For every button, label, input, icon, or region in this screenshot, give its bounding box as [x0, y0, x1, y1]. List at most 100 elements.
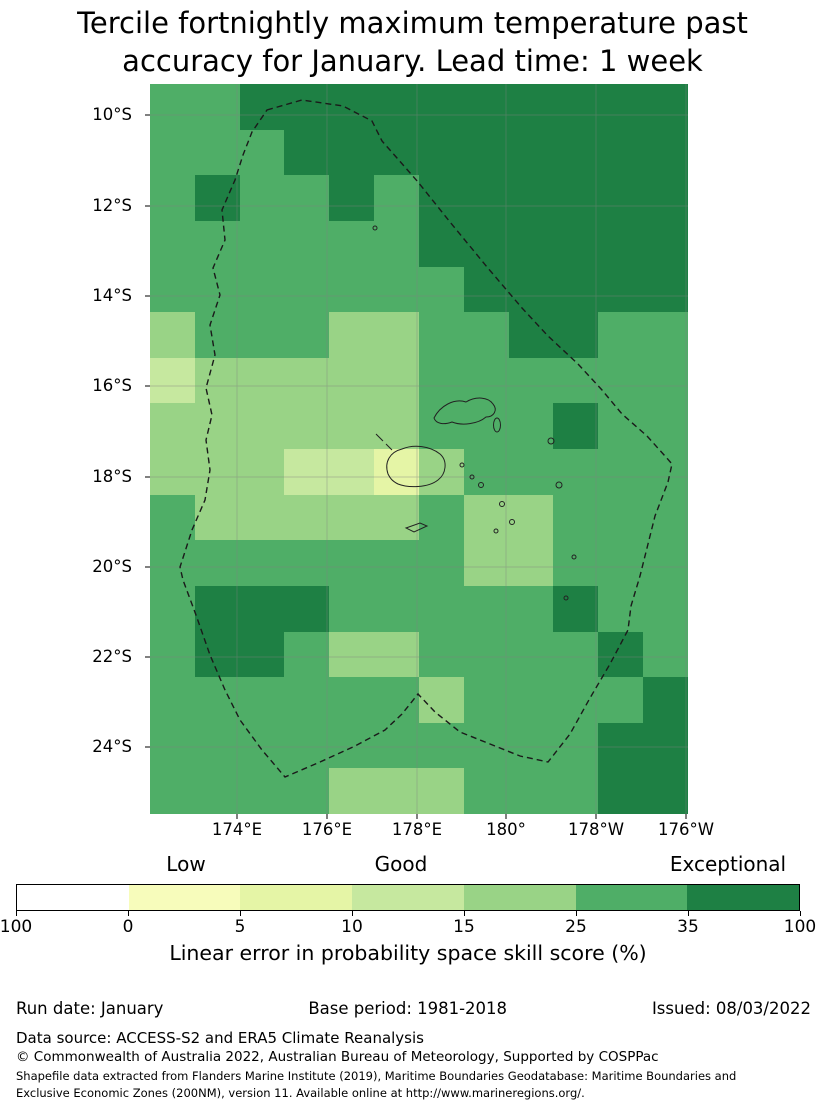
colorbar-segment	[240, 885, 353, 910]
map-cell	[239, 175, 285, 221]
map-cell	[194, 585, 240, 632]
map-cell	[598, 494, 644, 541]
lon-tick-label: 174°E	[211, 820, 263, 839]
map-cell	[284, 631, 330, 678]
map-cell	[150, 768, 195, 814]
yasawa-islands	[375, 433, 393, 451]
map-cell	[463, 540, 509, 586]
lon-tick-label: 180°	[486, 820, 526, 839]
map-cell	[284, 175, 330, 221]
map-cell	[374, 540, 419, 586]
map-cell	[508, 84, 554, 130]
map-cell	[508, 129, 554, 176]
shapefile-attribution: Shapefile data extracted from Flanders M…	[16, 1068, 736, 1101]
map-cell	[463, 677, 509, 723]
map-cell	[150, 357, 195, 404]
map-cell	[553, 494, 599, 541]
map-cell	[329, 768, 375, 814]
taveuni-island	[493, 417, 501, 433]
shapefile-attribution-line1: Shapefile data extracted from Flanders M…	[16, 1069, 737, 1083]
map-cell	[643, 494, 688, 541]
lat-tick-label: 20°S	[92, 557, 132, 576]
data-source-text: Data source: ACCESS-S2 and ERA5 Climate …	[16, 1029, 424, 1047]
map-cell	[374, 585, 419, 632]
lau-island	[555, 481, 563, 489]
map-cell	[329, 403, 375, 449]
map-cell	[508, 312, 554, 358]
map-cell	[194, 175, 240, 221]
map-cell	[418, 768, 464, 814]
map-cell	[374, 266, 419, 313]
footer-row: Run date: January Base period: 1981-2018…	[16, 999, 811, 1018]
map-cell	[284, 84, 330, 130]
map-cell	[374, 129, 419, 176]
map-cell	[284, 677, 330, 723]
map-cell	[598, 357, 644, 404]
category-label-exceptional: Exceptional	[669, 852, 787, 876]
map-cell	[643, 175, 688, 221]
map-cell	[598, 84, 644, 130]
map-cell	[463, 220, 509, 267]
map-cell	[374, 175, 419, 221]
map-cell	[418, 357, 464, 404]
map-cell	[284, 585, 330, 632]
map-cell	[508, 266, 554, 313]
vanua-levu-coastline	[433, 397, 496, 425]
map-cell	[150, 403, 195, 449]
map-cell	[194, 631, 240, 678]
map-cell	[598, 129, 644, 176]
colorbar-segment	[463, 885, 576, 910]
map-cell	[418, 585, 464, 632]
map-cell	[284, 357, 330, 404]
map-cell	[643, 266, 688, 313]
colorbar-tick-label: 25	[565, 917, 587, 937]
map-cell	[553, 129, 599, 176]
map-cell	[418, 220, 464, 267]
map-cell	[194, 449, 240, 495]
map-cell	[194, 84, 240, 130]
map-cell	[553, 266, 599, 313]
lomaiviti-island	[459, 462, 465, 468]
map-cell	[374, 494, 419, 541]
map-panel	[145, 84, 688, 819]
map-cell	[329, 677, 375, 723]
map-cell	[284, 540, 330, 586]
fiji-coastlines	[372, 225, 577, 601]
map-cell	[508, 631, 554, 678]
colorbar-tick-labels: 100 0 5 10 15 25 35 100	[0, 917, 816, 939]
colorbar-tick-marks	[16, 911, 801, 917]
map-cell	[463, 631, 509, 678]
map-cell	[643, 357, 688, 404]
map-cell	[239, 677, 285, 723]
eez-boundary	[179, 99, 673, 778]
map-cell	[329, 540, 375, 586]
figure-title: Tercile fortnightly maximum temperature …	[77, 6, 748, 79]
map-cell	[150, 312, 195, 358]
map-cell	[463, 129, 509, 176]
map-cell	[329, 585, 375, 632]
colorbar-tick-label: 100	[783, 917, 817, 937]
map-cell	[374, 722, 419, 769]
colorbar-tick-label: 15	[453, 917, 475, 937]
lomaiviti-island	[469, 474, 475, 480]
map-cell	[508, 677, 554, 723]
map-cell	[329, 449, 375, 495]
map-cell	[598, 449, 644, 495]
colorbar	[16, 884, 800, 911]
copyright-text: © Commonwealth of Australia 2022, Austra…	[16, 1049, 659, 1065]
map-cell	[329, 312, 375, 358]
colorbar-segment	[128, 885, 241, 910]
map-cell	[553, 677, 599, 723]
map-cell	[418, 84, 464, 130]
map-cell	[374, 312, 419, 358]
map-cell	[194, 677, 240, 723]
map-cell	[418, 631, 464, 678]
colorbar-tick-label: 100	[0, 917, 33, 937]
map-cell	[329, 722, 375, 769]
map-cell	[418, 403, 464, 449]
map-cell	[150, 677, 195, 723]
map-cell	[194, 312, 240, 358]
map-cell	[418, 312, 464, 358]
map-cell	[194, 129, 240, 176]
map-cell	[553, 175, 599, 221]
